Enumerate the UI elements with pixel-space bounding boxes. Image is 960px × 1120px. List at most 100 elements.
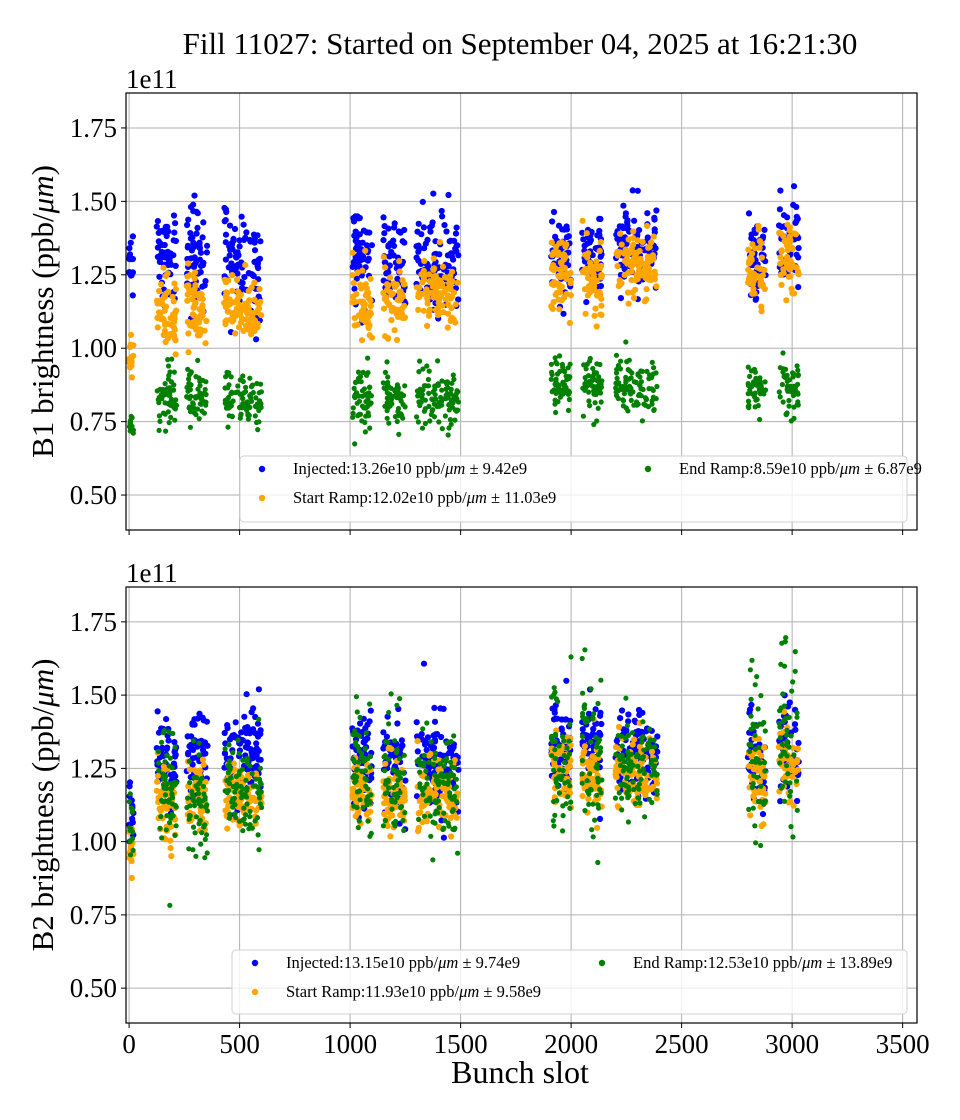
data-point-start-ramp bbox=[758, 303, 765, 310]
data-point-start-ramp bbox=[256, 305, 263, 312]
data-point-start-ramp bbox=[628, 245, 635, 252]
data-point-injected bbox=[450, 256, 457, 263]
data-point-end-ramp bbox=[595, 739, 602, 745]
data-point-start-ramp bbox=[593, 323, 600, 330]
data-point-start-ramp bbox=[592, 263, 599, 271]
data-point-injected bbox=[254, 263, 261, 270]
data-point-end-ramp bbox=[226, 382, 232, 388]
data-point-start-ramp bbox=[747, 256, 754, 263]
data-point-injected bbox=[795, 284, 802, 291]
data-point-injected bbox=[231, 225, 239, 233]
data-point-end-ramp bbox=[443, 386, 449, 392]
data-point-end-ramp bbox=[172, 417, 178, 423]
data-point-injected bbox=[636, 711, 643, 719]
data-point-end-ramp bbox=[414, 414, 420, 420]
data-point-start-ramp bbox=[172, 337, 179, 344]
data-point-start-ramp bbox=[548, 280, 556, 288]
data-point-end-ramp bbox=[445, 781, 451, 787]
data-point-injected bbox=[585, 710, 593, 717]
data-point-end-ramp bbox=[416, 399, 422, 405]
data-point-start-ramp bbox=[388, 317, 395, 324]
data-point-injected bbox=[226, 736, 234, 743]
data-point-end-ramp bbox=[565, 407, 572, 413]
data-point-injected bbox=[184, 221, 191, 229]
data-point-start-ramp bbox=[389, 290, 396, 297]
data-point-end-ramp bbox=[649, 757, 655, 764]
data-point-start-ramp bbox=[648, 748, 656, 755]
data-point-start-ramp bbox=[398, 310, 406, 317]
data-point-injected bbox=[191, 254, 198, 261]
data-point-start-ramp bbox=[430, 255, 437, 262]
data-point-end-ramp bbox=[428, 833, 434, 839]
data-point-start-ramp bbox=[783, 260, 791, 267]
data-point-end-ramp bbox=[780, 350, 786, 356]
data-point-injected bbox=[558, 725, 565, 732]
data-point-end-ramp bbox=[167, 369, 173, 375]
y-tick-label: 1.75 bbox=[70, 607, 117, 637]
data-point-end-ramp bbox=[190, 738, 196, 744]
data-point-start-ramp bbox=[185, 282, 192, 289]
data-point-end-ramp bbox=[202, 855, 208, 861]
data-point-end-ramp bbox=[452, 825, 458, 831]
data-point-end-ramp bbox=[436, 403, 442, 409]
data-point-end-ramp bbox=[420, 387, 426, 393]
data-point-end-ramp bbox=[553, 409, 559, 416]
data-point-end-ramp bbox=[351, 803, 357, 809]
data-point-end-ramp bbox=[754, 378, 760, 385]
data-point-end-ramp bbox=[249, 398, 255, 404]
data-point-end-ramp bbox=[654, 771, 660, 777]
data-point-end-ramp bbox=[649, 359, 655, 365]
legend-label: End Ramp:12.53e10 ppb/μm ± 13.89e9 bbox=[633, 953, 892, 972]
data-point-end-ramp bbox=[594, 792, 600, 798]
data-point-end-ramp bbox=[612, 795, 619, 801]
data-point-end-ramp bbox=[239, 766, 245, 772]
data-point-end-ramp bbox=[353, 694, 359, 700]
data-point-end-ramp bbox=[453, 784, 459, 790]
data-point-injected bbox=[190, 201, 197, 208]
data-point-start-ramp bbox=[630, 736, 638, 743]
data-point-end-ramp bbox=[252, 403, 258, 409]
data-point-end-ramp bbox=[781, 798, 788, 804]
data-point-start-ramp bbox=[630, 235, 637, 242]
data-point-end-ramp bbox=[791, 392, 797, 398]
data-point-end-ramp bbox=[750, 725, 756, 731]
data-point-end-ramp bbox=[196, 821, 202, 827]
data-point-end-ramp bbox=[587, 403, 593, 409]
data-point-start-ramp bbox=[233, 276, 241, 283]
data-point-end-ramp bbox=[389, 806, 395, 812]
legend-label: Start Ramp:11.93e10 ppb/μm ± 9.58e9 bbox=[286, 982, 541, 1001]
data-point-start-ramp bbox=[167, 845, 174, 852]
data-point-start-ramp bbox=[750, 285, 757, 292]
data-point-end-ramp bbox=[639, 418, 646, 424]
data-point-end-ramp bbox=[394, 795, 400, 801]
data-point-end-ramp bbox=[565, 391, 571, 397]
data-point-injected bbox=[257, 727, 264, 734]
data-point-injected bbox=[414, 228, 421, 235]
data-point-start-ramp bbox=[598, 295, 605, 302]
data-point-start-ramp bbox=[787, 273, 794, 280]
data-point-end-ramp bbox=[130, 847, 136, 854]
data-point-end-ramp bbox=[248, 384, 255, 390]
data-point-end-ramp bbox=[586, 801, 592, 807]
data-point-start-ramp bbox=[430, 266, 437, 273]
data-point-injected bbox=[794, 797, 801, 805]
data-point-end-ramp bbox=[637, 374, 643, 380]
data-point-start-ramp bbox=[632, 286, 639, 293]
x-axis: 0 500 1000 1500 2000 2500 3000 3500 bbox=[122, 1023, 930, 1059]
data-point-start-ramp bbox=[427, 289, 434, 296]
data-point-end-ramp bbox=[193, 853, 199, 859]
data-point-start-ramp bbox=[128, 353, 136, 360]
data-point-end-ramp bbox=[254, 815, 261, 821]
data-point-injected bbox=[357, 720, 364, 727]
data-point-end-ramp bbox=[233, 773, 239, 780]
data-point-end-ramp bbox=[641, 770, 647, 777]
data-point-end-ramp bbox=[645, 404, 652, 410]
data-point-end-ramp bbox=[244, 801, 250, 807]
data-point-end-ramp bbox=[582, 808, 588, 814]
data-point-injected bbox=[550, 208, 558, 216]
data-point-start-ramp bbox=[579, 793, 586, 800]
data-point-end-ramp bbox=[746, 806, 752, 813]
data-point-start-ramp bbox=[186, 766, 193, 773]
data-point-end-ramp bbox=[230, 796, 236, 802]
